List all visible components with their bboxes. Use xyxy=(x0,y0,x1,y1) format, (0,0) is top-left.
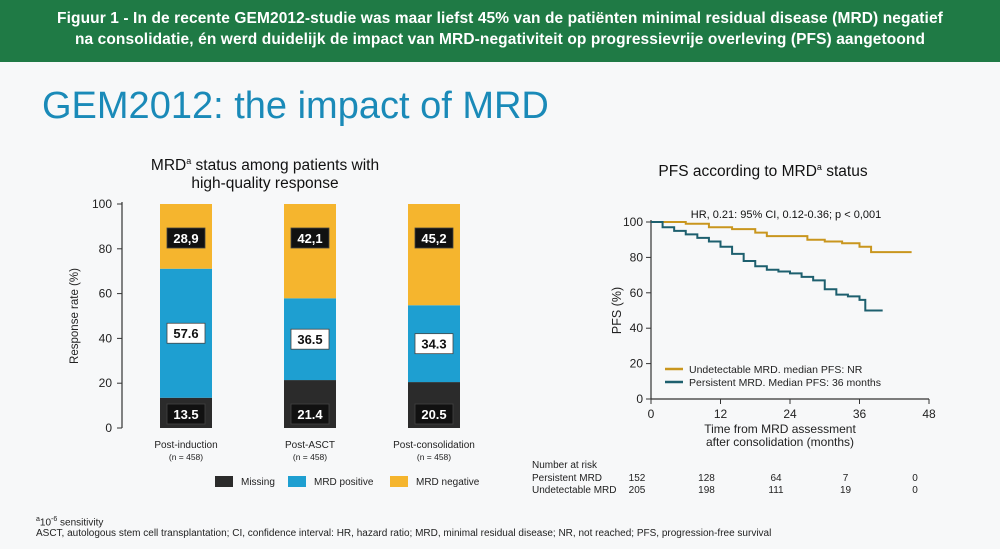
km-x-tick-label: 0 xyxy=(648,407,655,421)
bar-y-tick-label: 0 xyxy=(105,421,112,435)
bar-value-label-box xyxy=(414,403,454,425)
km-y-tick-label: 80 xyxy=(630,250,644,264)
risk-table-value: 0 xyxy=(912,485,918,496)
km-curve-undetectable-mrd xyxy=(651,221,912,254)
risk-table-value: 198 xyxy=(698,485,715,496)
bar-value-label: 42,1 xyxy=(297,231,322,246)
mrd-status-bar-chart: MRDa status among patients with high-qua… xyxy=(69,156,480,488)
km-x-axis-label-2: after consolidation (months) xyxy=(706,435,854,449)
legend-label: MRD negative xyxy=(416,477,480,488)
legend-swatch xyxy=(215,476,233,487)
bar-y-tick-label: 60 xyxy=(99,287,113,301)
legend-label: Missing xyxy=(241,477,275,488)
km-y-tick-label: 20 xyxy=(630,357,644,371)
km-y-tick-label: 100 xyxy=(623,215,643,229)
bar-value-label: 20.5 xyxy=(421,407,446,422)
km-x-tick-label: 24 xyxy=(783,407,797,421)
caption-line-2: na consolidatie, én werd duidelijk de im… xyxy=(74,31,926,48)
bar-category-n: (n = 458) xyxy=(169,452,203,462)
bar-chart-title-line1: MRDa status among patients with xyxy=(151,156,379,174)
bar-value-label: 45,2 xyxy=(421,231,446,246)
bar-segment-mrd-negative xyxy=(284,204,336,299)
bar-value-label: 57.6 xyxy=(173,326,198,341)
bar-value-label-box xyxy=(414,227,454,249)
legend-swatch xyxy=(288,476,306,487)
risk-table-row-label: Undetectable MRD xyxy=(532,485,616,496)
risk-table-value: 19 xyxy=(840,485,852,496)
km-y-tick-label: 60 xyxy=(630,286,644,300)
km-curve-persistent-mrd xyxy=(651,221,883,312)
bar-value-label-box xyxy=(290,227,330,249)
risk-table-value: 205 xyxy=(629,485,646,496)
bar-value-label-box xyxy=(166,403,206,425)
km-x-tick-label: 48 xyxy=(922,407,936,421)
risk-table-header: Number at risk xyxy=(532,460,598,471)
bar-segment-mrd-negative xyxy=(408,204,460,306)
bar-value-label-box xyxy=(290,328,330,350)
legend-label: MRD positive xyxy=(314,477,374,488)
bar-y-tick-label: 80 xyxy=(99,242,113,256)
footnote-abbreviations: ASCT, autologous stem cell transplantati… xyxy=(36,528,772,539)
bar-value-label: 28,9 xyxy=(173,231,198,246)
bar-y-tick-label: 20 xyxy=(99,376,113,390)
bar-category-label: Post-induction xyxy=(154,440,217,451)
bar-category-label: Post-consolidation xyxy=(393,440,475,451)
km-legend-label: Persistent MRD. Median PFS: 36 months xyxy=(689,377,881,389)
risk-table-value: 128 xyxy=(698,473,715,484)
bar-value-label: 36.5 xyxy=(297,332,322,347)
km-chart-title: PFS according to MRDa status xyxy=(658,162,867,180)
bar-value-label-box xyxy=(414,333,454,355)
risk-table-value: 64 xyxy=(770,473,782,484)
km-y-tick-label: 40 xyxy=(630,321,644,335)
km-x-tick-label: 12 xyxy=(714,407,728,421)
km-hr-annotation: HR, 0.21: 95% CI, 0.12-0.36; p < 0,001 xyxy=(691,209,881,221)
bar-value-label-box xyxy=(166,322,206,344)
bar-chart-title-line2: high-quality response xyxy=(191,175,338,192)
figure-caption-banner: Figuur 1 - In de recente GEM2012-studie … xyxy=(0,0,1000,62)
bar-value-label-box xyxy=(166,227,206,249)
risk-table-row-label: Persistent MRD xyxy=(532,473,602,484)
risk-table-value: 0 xyxy=(912,473,918,484)
bar-category-label: Post-ASCT xyxy=(285,440,335,451)
km-x-axis-label-1: Time from MRD assessment xyxy=(704,422,856,436)
bar-y-tick-label: 100 xyxy=(92,197,112,211)
pfs-km-chart: PFS according to MRDa status HR, 0.21: 9… xyxy=(532,162,936,496)
km-y-tick-label: 0 xyxy=(636,392,643,406)
bar-value-label-box xyxy=(290,403,330,425)
bar-category-n: (n = 458) xyxy=(417,452,451,462)
risk-table-value: 7 xyxy=(843,473,849,484)
bar-y-tick-label: 40 xyxy=(99,331,113,345)
km-y-axis-label: PFS (%) xyxy=(610,287,624,334)
risk-table-value: 111 xyxy=(768,485,784,496)
km-x-tick-label: 36 xyxy=(853,407,867,421)
slide-title: GEM2012: the impact of MRD xyxy=(42,85,549,127)
bar-value-label: 21.4 xyxy=(297,407,323,422)
bar-category-n: (n = 458) xyxy=(293,452,327,462)
bar-value-label: 34.3 xyxy=(421,337,446,352)
bar-value-label: 13.5 xyxy=(173,407,198,422)
footnote-sensitivity: a10-6 sensitivity xyxy=(36,516,104,529)
legend-swatch xyxy=(390,476,408,487)
risk-table-value: 152 xyxy=(629,473,646,484)
caption-line-1: Figuur 1 - In de recente GEM2012-studie … xyxy=(57,10,943,27)
bar-y-axis-label: Response rate (%) xyxy=(69,268,81,364)
km-legend-label: Undetectable MRD. median PFS: NR xyxy=(689,364,863,376)
